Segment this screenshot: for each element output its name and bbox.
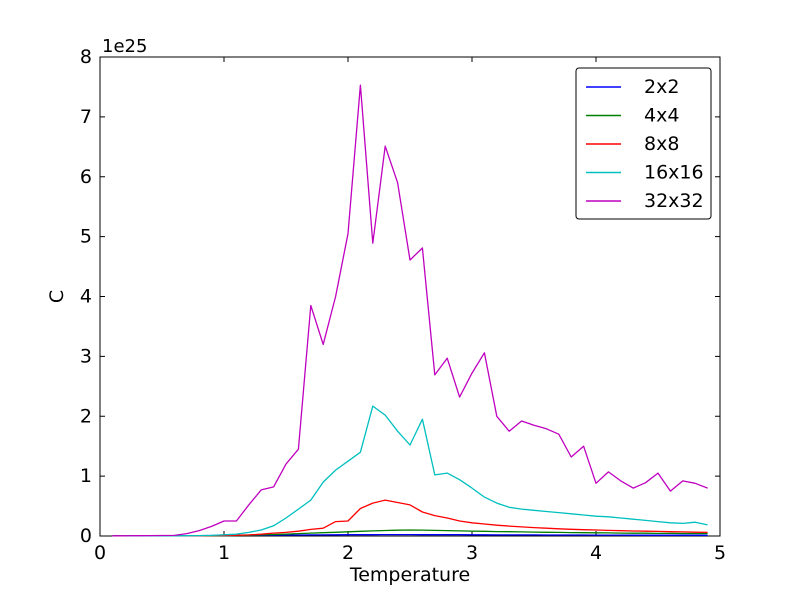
y-tick-label: 4: [80, 286, 92, 308]
legend-item-4x4: 4x4: [644, 105, 679, 127]
y-tick-label: 8: [80, 46, 92, 68]
y-tick-label: 6: [80, 166, 92, 188]
x-tick-label: 5: [714, 542, 726, 564]
legend-item-2x2: 2x2: [644, 76, 679, 98]
x-tick-label: 2: [342, 542, 354, 564]
x-tick-label: 1: [218, 542, 230, 564]
legend-item-8x8: 8x8: [644, 133, 679, 155]
x-tick-label: 3: [466, 542, 478, 564]
y-axis-label: C: [46, 290, 68, 303]
y-axis-offset-text: 1e25: [102, 36, 147, 57]
series-line-16x16: [112, 405, 708, 537]
y-tick-label: 2: [80, 405, 92, 427]
y-tick-label: 7: [80, 106, 92, 128]
legend-item-32x32: 32x32: [644, 190, 704, 212]
x-tick-label: 0: [94, 542, 106, 564]
y-tick-label: 3: [80, 345, 92, 367]
legend-item-16x16: 16x16: [644, 162, 704, 184]
y-tick-label: 0: [80, 525, 92, 547]
y-tick-label: 5: [80, 226, 92, 248]
series-line-32x32: [112, 84, 708, 537]
x-tick-label: 4: [590, 542, 602, 564]
x-axis-label: Temperature: [349, 564, 470, 586]
legend: [575, 67, 712, 220]
y-tick-label: 1: [80, 465, 92, 487]
